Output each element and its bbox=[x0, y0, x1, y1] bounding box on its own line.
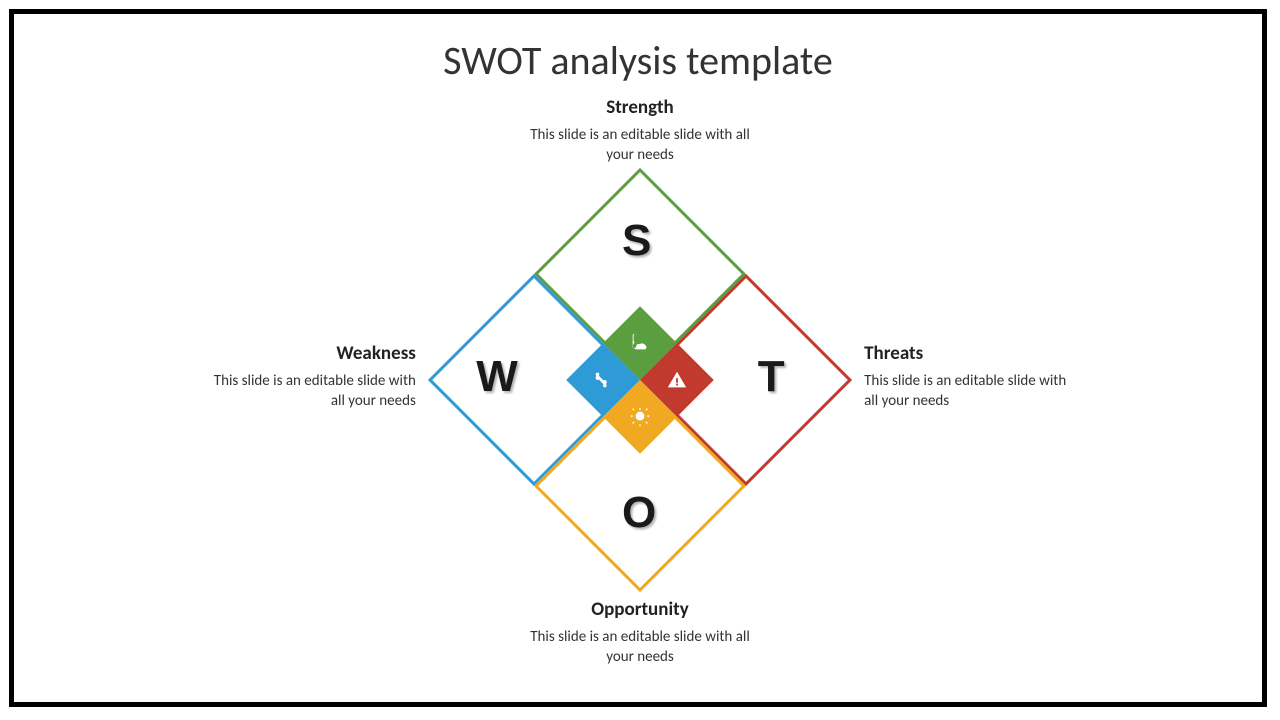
letter-weakness: W bbox=[476, 352, 518, 402]
label-opportunity: Opportunity This slide is an editable sl… bbox=[530, 598, 750, 668]
letter-opportunity: O bbox=[622, 488, 656, 538]
muscle-icon bbox=[629, 332, 651, 359]
label-weakness-title: Weakness bbox=[206, 342, 416, 365]
label-threats-desc: This slide is an editable slide with all… bbox=[864, 371, 1074, 412]
slide-title: SWOT analysis template bbox=[14, 36, 1262, 85]
bone-icon bbox=[592, 369, 614, 396]
label-weakness-desc: This slide is an editable slide with all… bbox=[206, 371, 416, 412]
label-weakness: Weakness This slide is an editable slide… bbox=[206, 342, 416, 412]
label-strength-title: Strength bbox=[530, 96, 750, 119]
letter-strength: S bbox=[622, 216, 651, 266]
label-threats: Threats This slide is an editable slide … bbox=[864, 342, 1074, 412]
label-opportunity-title: Opportunity bbox=[530, 598, 750, 621]
label-opportunity-desc: This slide is an editable slide with all… bbox=[530, 627, 750, 668]
label-strength-desc: This slide is an editable slide with all… bbox=[530, 125, 750, 166]
warning-icon bbox=[666, 369, 688, 396]
lightbulb-icon bbox=[629, 406, 651, 433]
label-threats-title: Threats bbox=[864, 342, 1074, 365]
slide-frame: SWOT analysis template S W T O Strength … bbox=[9, 9, 1267, 707]
letter-threats: T bbox=[758, 352, 785, 402]
label-strength: Strength This slide is an editable slide… bbox=[530, 96, 750, 166]
